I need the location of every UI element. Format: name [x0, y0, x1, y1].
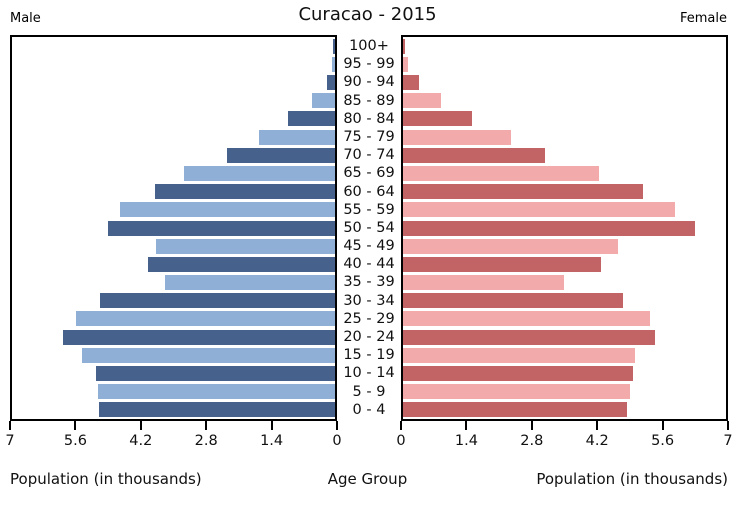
age-label-100plus: 100+ [349, 38, 389, 54]
female-axis-tick-1.4 [465, 421, 468, 430]
bar-female-50-54 [403, 220, 696, 236]
bar-female-85-89 [403, 93, 442, 109]
bar-female-55-59 [403, 202, 676, 218]
female-bars-panel [401, 35, 728, 421]
bar-male-85-89 [312, 93, 335, 109]
bar-female-90-94 [403, 74, 420, 90]
female-axis-tick-label-1.4: 1.4 [454, 433, 478, 449]
bar-female-5-9 [403, 384, 631, 400]
bar-male-100plus [333, 38, 335, 54]
bar-male-70-74 [227, 147, 335, 163]
male-axis-tick-label-0: 0 [332, 433, 342, 449]
bar-male-0-4 [99, 402, 335, 418]
bar-female-35-39 [403, 275, 565, 291]
age-label-45-49: 45 - 49 [343, 238, 395, 255]
male-bars-panel [10, 35, 337, 421]
age-label-85-89: 85 - 89 [343, 92, 395, 109]
age-label-75-79: 75 - 79 [343, 128, 395, 145]
bar-male-95-99 [332, 56, 335, 72]
female-axis-tick-label-4.2: 4.2 [585, 433, 609, 449]
male-x-axis: 7 5.6 4.2 2.8 1.4 0 [5, 421, 342, 451]
male-axis-tick-0 [336, 421, 338, 430]
bar-male-75-79 [258, 129, 335, 145]
bar-male-35-39 [164, 275, 335, 291]
female-x-axis: 0 1.4 2.8 4.2 5.6 7 [396, 421, 733, 451]
age-group-column: 100+ 95 - 99 90 - 94 85 - 89 80 - 84 75 - 79 7… [337, 37, 401, 419]
male-axis-tick-label-2.8: 2.8 [194, 433, 218, 449]
bar-female-40-44 [403, 256, 602, 272]
bar-male-65-69 [183, 165, 335, 181]
bar-male-40-44 [147, 256, 335, 272]
bar-female-60-64 [403, 184, 643, 200]
male-axis-tick-2.8 [205, 421, 208, 430]
chart-title: Curacao - 2015 [298, 4, 437, 25]
bar-female-0-4 [403, 402, 628, 418]
bar-female-100plus [403, 38, 405, 54]
female-axis-tick-label-5.6: 5.6 [651, 433, 675, 449]
bar-male-60-64 [154, 184, 335, 200]
age-label-65-69: 65 - 69 [343, 165, 395, 182]
bar-female-45-49 [403, 238, 619, 254]
age-label-55-59: 55 - 59 [343, 201, 395, 218]
female-axis-tick-5.6 [661, 421, 664, 430]
age-label-95-99: 95 - 99 [343, 56, 395, 73]
age-group-caption: Age Group [327, 470, 408, 488]
bar-male-50-54 [107, 220, 335, 236]
bar-female-30-34 [403, 293, 623, 309]
female-axis-tick-label-0: 0 [396, 433, 406, 449]
bar-female-25-29 [403, 311, 650, 327]
age-label-60-64: 60 - 64 [343, 183, 395, 200]
age-label-20-24: 20 - 24 [343, 329, 395, 346]
age-label-30-34: 30 - 34 [343, 292, 395, 309]
age-label-35-39: 35 - 39 [343, 274, 395, 291]
bar-female-15-19 [403, 347, 635, 363]
bar-male-20-24 [62, 329, 335, 345]
age-label-10-14: 10 - 14 [343, 365, 395, 382]
age-label-70-74: 70 - 74 [343, 147, 395, 164]
male-axis-tick-label-5.6: 5.6 [63, 433, 87, 449]
male-axis-tick-7 [9, 421, 11, 430]
bar-female-10-14 [403, 366, 633, 382]
male-side-label: Male [10, 11, 41, 26]
bar-male-5-9 [97, 384, 335, 400]
age-label-50-54: 50 - 54 [343, 219, 395, 236]
bar-female-20-24 [403, 329, 656, 345]
bar-male-90-94 [326, 74, 335, 90]
female-side-label: Female [679, 11, 727, 26]
bar-male-15-19 [81, 347, 335, 363]
female-axis-tick-7 [727, 421, 729, 430]
male-axis-tick-1.4 [270, 421, 273, 430]
female-axis-tick-2.8 [530, 421, 533, 430]
male-axis-tick-label-7: 7 [5, 433, 15, 449]
age-label-0-4: 0 - 4 [352, 401, 386, 418]
bar-male-45-49 [155, 238, 335, 254]
male-axis-tick-label-1.4: 1.4 [260, 433, 284, 449]
bar-female-80-84 [403, 111, 473, 127]
female-axis-tick-4.2 [596, 421, 599, 430]
bar-female-65-69 [403, 165, 600, 181]
age-label-90-94: 90 - 94 [343, 74, 395, 91]
bar-female-95-99 [403, 56, 409, 72]
bar-female-75-79 [403, 129, 511, 145]
female-axis-tick-0 [400, 421, 402, 430]
age-label-5-9: 5 - 9 [352, 383, 386, 400]
female-axis-tick-label-7: 7 [723, 433, 733, 449]
bar-female-70-74 [403, 147, 546, 163]
female-axis-caption: Population (in thousands) [536, 470, 728, 488]
bar-male-80-84 [287, 111, 335, 127]
bar-male-25-29 [75, 311, 335, 327]
age-label-15-19: 15 - 19 [343, 347, 395, 364]
male-axis-tick-4.2 [139, 421, 142, 430]
age-label-80-84: 80 - 84 [343, 110, 395, 127]
male-axis-tick-label-4.2: 4.2 [129, 433, 153, 449]
male-axis-caption: Population (in thousands) [10, 470, 202, 488]
bar-male-10-14 [95, 366, 335, 382]
age-label-40-44: 40 - 44 [343, 256, 395, 273]
age-label-25-29: 25 - 29 [343, 310, 395, 327]
bar-male-30-34 [99, 293, 335, 309]
male-axis-tick-5.6 [74, 421, 77, 430]
female-axis-tick-label-2.8: 2.8 [520, 433, 544, 449]
bar-male-55-59 [119, 202, 335, 218]
